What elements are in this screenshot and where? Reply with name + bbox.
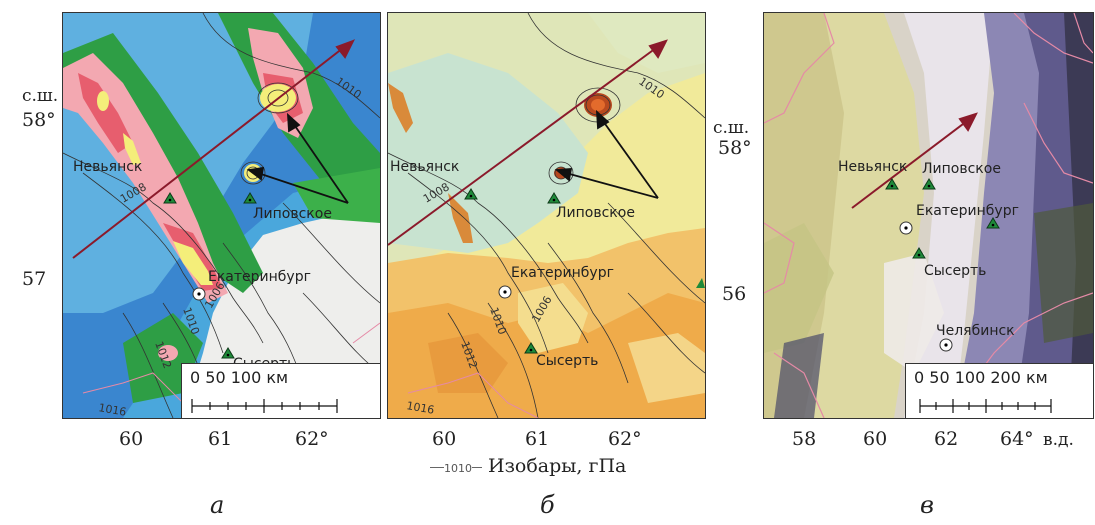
isobar-label: 1016 bbox=[405, 399, 435, 417]
longitude-suffix: в.д. bbox=[1043, 430, 1074, 450]
lat-tick-57-a: 57 bbox=[22, 268, 47, 290]
scale-bar: 0 50 100 200 км bbox=[905, 363, 1093, 418]
city-nevyansk-label: Невьянск bbox=[390, 159, 459, 175]
map-panel-b: Невьянск Липовское Екатеринбург Сысерть … bbox=[387, 12, 706, 419]
lon-tick-c-64: 64° bbox=[1000, 428, 1034, 450]
lon-tick-c-62: 62 bbox=[934, 428, 959, 450]
city-sysert-label: Сысерть bbox=[924, 263, 986, 279]
map-panel-c: Невьянск Липовское Екатеринбург Сысерть … bbox=[763, 12, 1094, 419]
city-nevyansk-label: Невьянск bbox=[838, 159, 907, 175]
map-panel-a: Невьянск Липовское Екатеринбург Сысерть … bbox=[62, 12, 381, 419]
latitude-label-a: с.ш. bbox=[22, 86, 59, 106]
legend-isobar-sample: 1010 bbox=[444, 462, 472, 475]
city-lipovskoe-label: Липовское bbox=[253, 206, 332, 222]
radar-reflectivity-map: Невьянск Липовское Екатеринбург Сысерть … bbox=[63, 13, 380, 418]
city-nevyansk-label: Невьянск bbox=[73, 159, 142, 175]
lon-tick-b-62: 62° bbox=[608, 428, 642, 450]
lat-tick-58-a: 58° bbox=[22, 109, 56, 131]
city-chelyabinsk-label: Челябинск bbox=[936, 323, 1015, 339]
lat-tick-56-c: 56 bbox=[722, 283, 747, 305]
temperature-field-map: Невьянск Липовское Екатеринбург Сысерть … bbox=[388, 13, 705, 418]
station-markers bbox=[885, 178, 1000, 352]
station-markers bbox=[163, 192, 257, 359]
station-markers bbox=[464, 188, 705, 354]
latitude-label-c: с.ш. bbox=[713, 118, 750, 138]
scale-bar: 0 50 100 км bbox=[181, 363, 380, 418]
lon-tick-a-62: 62° bbox=[295, 428, 329, 450]
lon-tick-b-60: 60 bbox=[432, 428, 457, 450]
panel-letter-b: б bbox=[540, 491, 555, 519]
lon-tick-a-60: 60 bbox=[119, 428, 144, 450]
city-ekaterinburg-label: Екатеринбург bbox=[511, 265, 614, 281]
lon-tick-b-61: 61 bbox=[525, 428, 550, 450]
city-ekaterinburg-label: Екатеринбург bbox=[208, 269, 311, 285]
lon-tick-a-61: 61 bbox=[208, 428, 233, 450]
scale-bar-label: 0 50 100 200 км bbox=[914, 368, 1048, 387]
city-lipovskoe-label: Липовское bbox=[922, 161, 1001, 177]
panel-letter-a: а bbox=[210, 491, 225, 519]
lat-tick-58-c: 58° bbox=[718, 137, 752, 159]
panel-letter-c: в bbox=[920, 491, 934, 519]
isobar-label: 1016 bbox=[97, 401, 127, 418]
legend-label: Изобары, гПа bbox=[488, 455, 627, 477]
satellite-image-map: Невьянск Липовское Екатеринбург Сысерть … bbox=[764, 13, 1093, 418]
city-sysert-label: Сысерть bbox=[536, 353, 598, 369]
lon-tick-c-60: 60 bbox=[863, 428, 888, 450]
scale-bar-label: 0 50 100 км bbox=[190, 368, 289, 387]
city-lipovskoe-label: Липовское bbox=[556, 205, 635, 221]
lon-tick-c-58: 58 bbox=[792, 428, 817, 450]
city-ekaterinburg-label: Екатеринбург bbox=[916, 203, 1019, 219]
isobar-legend: 1010 Изобары, гПа bbox=[430, 455, 626, 477]
